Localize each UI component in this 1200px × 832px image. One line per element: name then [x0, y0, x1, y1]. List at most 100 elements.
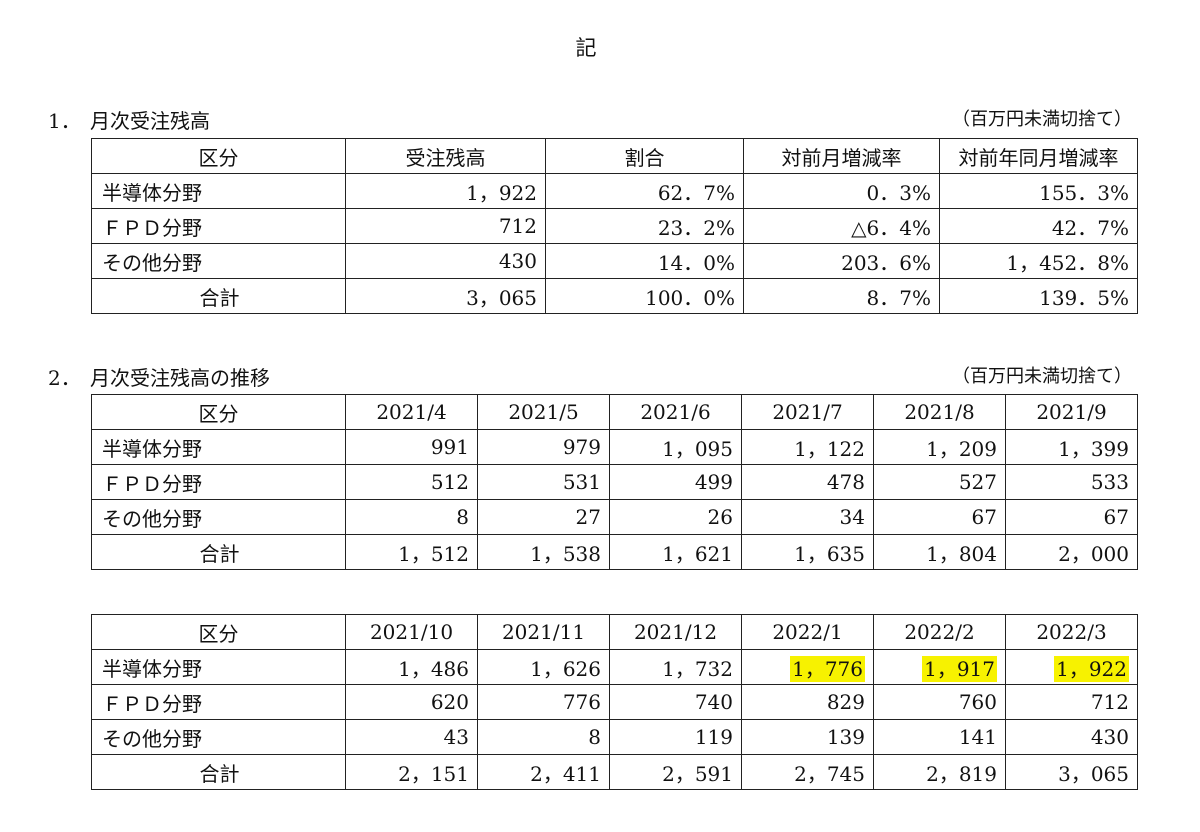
table-cell: 991	[345, 429, 478, 465]
table-cell: 2，000	[1005, 534, 1138, 570]
table-row: ＦＰＤ分野 512 531 499 478 527 533	[91, 464, 1138, 500]
table-cell: 141	[873, 719, 1006, 755]
column-header: 2021/6	[609, 394, 742, 430]
table-cell: 478	[741, 464, 874, 500]
table-cell: 527	[873, 464, 1006, 500]
table-cell: 1，635	[741, 534, 874, 570]
table-cell: 1，452．8%	[939, 243, 1138, 279]
table-row: 半導体分野 991 979 1，095 1，122 1，209 1，399	[91, 429, 1138, 465]
document-title: 記	[575, 36, 597, 60]
table-cell: 776	[477, 684, 610, 720]
table-row: 半導体分野 1，486 1，626 1，732 1，776 1，917 1，92…	[91, 649, 1138, 685]
table-cell: 1，095	[609, 429, 742, 465]
table-cell: 43	[345, 719, 478, 755]
table-cell: 1，399	[1005, 429, 1138, 465]
column-header: 区分	[91, 614, 346, 650]
table-cell: 499	[609, 464, 742, 500]
table-header-row: 区分 2021/4 2021/5 2021/6 2021/7 2021/8 20…	[91, 394, 1138, 430]
highlight-marker: 1，776	[790, 655, 865, 682]
column-header: 2021/11	[477, 614, 610, 650]
table-cell: 1，922	[345, 173, 546, 209]
table-cell: 2，151	[345, 754, 478, 790]
section-2-unit-note: （百万円未満切捨て）	[952, 366, 1132, 387]
row-label: ＦＰＤ分野	[91, 208, 346, 244]
backlog-trend-table-1: 区分 2021/4 2021/5 2021/6 2021/7 2021/8 20…	[91, 394, 1138, 570]
column-header: 区分	[91, 394, 346, 430]
table-cell-highlighted: 1，776	[741, 649, 874, 685]
section-1-heading: 1． 月次受注残高 （百万円未満切捨て）	[48, 105, 1136, 133]
row-label: 半導体分野	[91, 173, 346, 209]
table-cell: 760	[873, 684, 1006, 720]
table-cell: 1，538	[477, 534, 610, 570]
table-row: その他分野 43 8 119 139 141 430	[91, 719, 1138, 755]
table-cell: 620	[345, 684, 478, 720]
table-cell: 430	[345, 243, 546, 279]
column-header: 2021/8	[873, 394, 1006, 430]
table-cell: 1，209	[873, 429, 1006, 465]
table-cell: 34	[741, 499, 874, 535]
column-header: 2021/5	[477, 394, 610, 430]
column-header: 対前月増減率	[743, 138, 940, 174]
backlog-trend-table-2: 区分 2021/10 2021/11 2021/12 2022/1 2022/2…	[91, 614, 1138, 790]
table-cell: 533	[1005, 464, 1138, 500]
table-cell: 62．7%	[545, 173, 744, 209]
table-cell: 712	[1005, 684, 1138, 720]
highlight-marker: 1，922	[1054, 655, 1129, 682]
column-header: 受注残高	[345, 138, 546, 174]
table-cell: 26	[609, 499, 742, 535]
row-label: 合計	[91, 754, 346, 790]
table-total-row: 合計 3，065 100．0% 8．7% 139．5%	[91, 278, 1138, 314]
table-header-row: 区分 受注残高 割合 対前月増減率 対前年同月増減率	[91, 138, 1138, 174]
table-cell: 1，486	[345, 649, 478, 685]
column-header: 2021/10	[345, 614, 478, 650]
row-label: 合計	[91, 534, 346, 570]
table-cell: 27	[477, 499, 610, 535]
table-cell: 3，065	[1005, 754, 1138, 790]
row-label: 半導体分野	[91, 429, 346, 465]
table-cell: 8	[477, 719, 610, 755]
table-cell: 67	[873, 499, 1006, 535]
table-cell: 119	[609, 719, 742, 755]
table-cell-highlighted: 1，922	[1005, 649, 1138, 685]
table-cell: 1，122	[741, 429, 874, 465]
table-cell: 2，591	[609, 754, 742, 790]
column-header: 2022/2	[873, 614, 1006, 650]
table-cell: 531	[477, 464, 610, 500]
row-label: 合計	[91, 278, 346, 314]
table-cell: 1，626	[477, 649, 610, 685]
section-1-title: 月次受注残高	[90, 109, 210, 133]
monthly-backlog-table: 区分 受注残高 割合 対前月増減率 対前年同月増減率 半導体分野 1，922 6…	[91, 138, 1138, 314]
table-row: その他分野 430 14．0% 203．6% 1，452．8%	[91, 243, 1138, 279]
column-header: 2022/3	[1005, 614, 1138, 650]
table-cell: 67	[1005, 499, 1138, 535]
section-2-number: 2．	[48, 366, 81, 390]
table-total-row: 合計 1，512 1，538 1，621 1，635 1，804 2，000	[91, 534, 1138, 570]
section-2-title: 月次受注残高の推移	[90, 366, 270, 390]
table-cell: 1，512	[345, 534, 478, 570]
table-cell: 0．3%	[743, 173, 940, 209]
column-header: 2021/4	[345, 394, 478, 430]
table-cell: 2，745	[741, 754, 874, 790]
table-cell: 829	[741, 684, 874, 720]
table-cell: 8．7%	[743, 278, 940, 314]
table-cell: 430	[1005, 719, 1138, 755]
row-label: ＦＰＤ分野	[91, 684, 346, 720]
table-header-row: 区分 2021/10 2021/11 2021/12 2022/1 2022/2…	[91, 614, 1138, 650]
table-cell: 712	[345, 208, 546, 244]
column-header: 区分	[91, 138, 346, 174]
table-cell: 14．0%	[545, 243, 744, 279]
table-cell-highlighted: 1，917	[873, 649, 1006, 685]
table-cell: 3，065	[345, 278, 546, 314]
table-cell: 1，732	[609, 649, 742, 685]
row-label: その他分野	[91, 499, 346, 535]
table-row: 半導体分野 1，922 62．7% 0．3% 155．3%	[91, 173, 1138, 209]
column-header: 2021/9	[1005, 394, 1138, 430]
table-cell: 1，621	[609, 534, 742, 570]
table-cell: 203．6%	[743, 243, 940, 279]
table-row: その他分野 8 27 26 34 67 67	[91, 499, 1138, 535]
section-1-unit-note: （百万円未満切捨て）	[952, 109, 1132, 130]
table-cell: 139	[741, 719, 874, 755]
column-header: 2022/1	[741, 614, 874, 650]
row-label: 半導体分野	[91, 649, 346, 685]
